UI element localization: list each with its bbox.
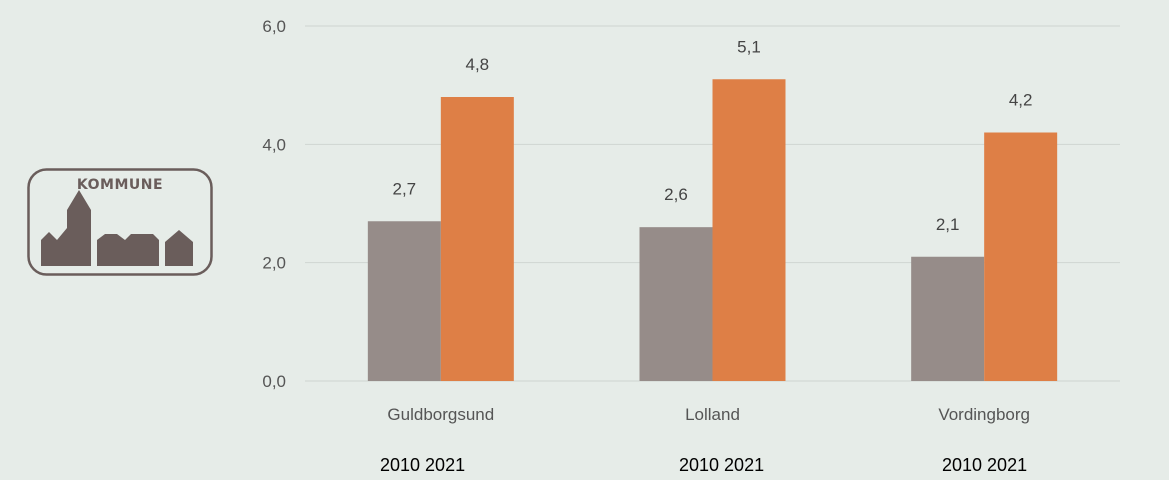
y-tick-label: 4,0 (262, 135, 286, 154)
data-label: 2,6 (664, 185, 688, 204)
bar (984, 132, 1058, 381)
bar (367, 221, 441, 381)
logo-text: KOMMUNE (76, 177, 164, 193)
y-axis-ticks: 0,0 2,0 4,0 6,0 (262, 17, 286, 391)
y-tick-label: 6,0 (262, 17, 286, 36)
category-labels: Guldborgsund Lolland Vordingborg (387, 405, 1030, 424)
data-label: 2,1 (936, 215, 960, 234)
bar (440, 97, 514, 381)
bar (911, 256, 985, 381)
category-label: Vordingborg (938, 405, 1030, 424)
bar (712, 79, 786, 381)
data-labels: 2,7 4,8 2,6 5,1 2,1 4,2 (393, 37, 1033, 234)
bars (367, 79, 1058, 381)
data-label: 5,1 (737, 37, 761, 56)
data-label: 2,7 (393, 179, 417, 198)
town-silhouette-icon (41, 190, 193, 266)
y-tick-label: 0,0 (262, 372, 286, 391)
year-label-guldborgsund: 2010 2021 (380, 455, 466, 475)
category-label: Lolland (685, 405, 740, 424)
y-tick-label: 2,0 (262, 254, 286, 273)
kommune-logo (27, 168, 213, 276)
bar (639, 227, 713, 381)
year-label-vordingborg: 2010 2021 (942, 455, 1028, 475)
data-label: 4,8 (466, 55, 490, 74)
data-label: 4,2 (1009, 91, 1033, 110)
year-label-lolland: 2010 2021 (679, 455, 765, 475)
category-label: Guldborgsund (387, 405, 494, 424)
